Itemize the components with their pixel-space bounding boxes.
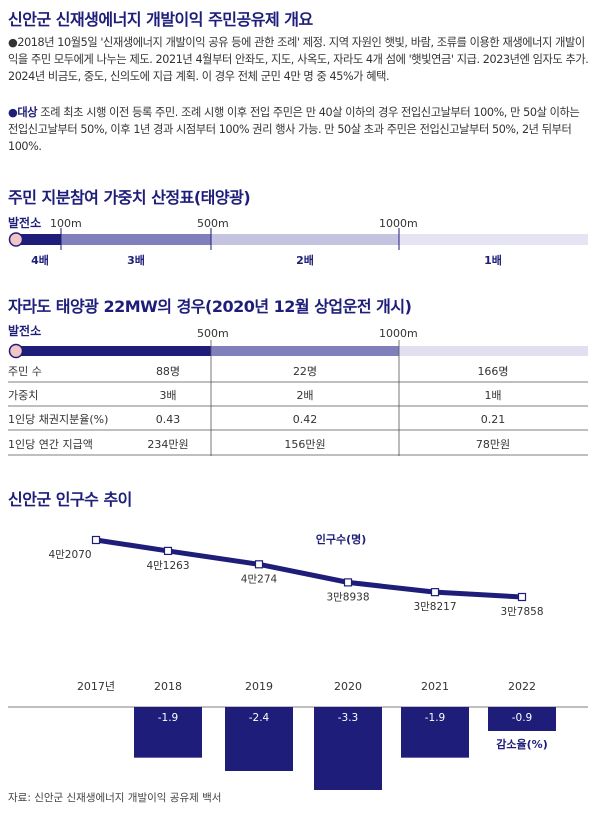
decrease-bar-2020 [314,707,382,790]
row-label-weight: 가중치 [8,389,38,402]
decrease-series-label: 감소율(%) [496,737,547,751]
population-value-2022: 3만7858 [500,606,543,618]
population-point-2021 [430,588,440,597]
case-origin-label: 발전소 [8,323,41,338]
case-segment-far [399,346,588,356]
segment-4x [16,234,61,245]
segment-label-4x: 4배 [31,253,49,267]
decrease-value-2020: -3.3 [338,712,359,724]
cell-weight-far: 1배 [484,389,501,402]
distance-label-1000m: 1000m [379,217,418,230]
distance-label-100m: 100m [50,217,82,230]
case-table: 발전소 500m 1000m 주민 수 88명 22명 166명 가중치 3배 … [8,323,588,456]
cell-pay-mid: 156만원 [284,438,325,451]
population-value-2018: 4만1263 [146,560,189,572]
target-text: 조례 최초 시행 이전 등록 주민. 조례 시행 이후 전입 주민은 만 40살… [8,106,580,153]
weights-heading: 주민 지분참여 가중치 산정표(태양광) [8,188,251,207]
target-paragraph: ●대상 조례 최초 시행 이전 등록 주민. 조례 시행 이후 전입 주민은 만… [8,104,592,155]
cell-residents-near: 88명 [156,365,180,378]
population-line [95,537,523,600]
segment-label-3x: 3배 [127,253,145,267]
target-label: ●대상 [8,106,38,119]
decrease-bar-2019 [225,707,293,771]
population-heading: 신안군 인구수 추이 [8,490,132,509]
decrease-bar-2018 [134,707,202,758]
population-point-2018 [163,546,173,556]
decrease-value-2022: -0.9 [512,712,533,724]
decrease-bar-2022 [488,707,556,731]
row-label-annual-pay: 1인당 연간 지급액 [8,438,93,451]
case-power-plant-marker [8,343,24,359]
power-plant-marker [8,232,24,247]
decrease-value-2018: -1.9 [158,712,179,724]
case-distance-500m: 500m [197,327,229,340]
segment-3x [61,234,211,245]
case-segment-near [16,346,211,356]
intro-paragraph: ●2018년 10월5일 '신재생에너지 개발이익 공유 등에 관한 조례' 제… [8,36,589,83]
segment-1x [399,234,588,245]
year-label-2022: 2022 [508,680,536,693]
population-value-2021: 3만8217 [413,601,456,613]
weights-origin-label: 발전소 [8,215,41,230]
decrease-bar-2021 [401,707,469,758]
year-label-2018: 2018 [154,680,182,693]
decrease-value-2021: -1.9 [425,712,446,724]
year-label-2020: 2020 [334,680,362,693]
source-note: 자료: 신안군 신재생에너지 개발이익 공유제 백서 [8,792,222,804]
population-point-2017년 [91,535,101,545]
page-title: 신안군 신재생에너지 개발이익 주민공유제 개요 [8,10,313,29]
cell-bond-mid: 0.42 [293,413,318,426]
year-label-2019: 2019 [245,680,273,693]
population-point-2019 [254,560,264,569]
row-label-bond-share: 1인당 채권지분율(%) [8,413,108,426]
decrease-value-2019: -2.4 [249,712,270,724]
cell-residents-mid: 22명 [293,365,317,378]
population-value-2020: 3만8938 [326,591,369,603]
segment-2x [211,234,399,245]
population-chart: 4만2070 4만1263 4만274 3만8938 3만8217 3만7858 인구수(명… [8,532,588,790]
segment-label-1x: 1배 [484,253,502,267]
case-heading: 자라도 태양광 22MW의 경우(2020년 12월 상업운전 개시) [8,297,412,316]
year-label-2021: 2021 [421,680,449,693]
row-label-residents: 주민 수 [8,365,42,378]
population-point-2020 [343,578,353,587]
cell-pay-near: 234만원 [147,438,188,451]
case-segment-mid [211,346,399,356]
weights-diagram: 발전소 100m 500m 1000m 4배 3배 2배 1배 [8,215,588,267]
cell-weight-near: 3배 [159,389,176,402]
population-value-2017년: 4만2070 [48,549,91,561]
case-distance-1000m: 1000m [379,327,418,340]
population-point-2022 [517,592,527,602]
population-series-label: 인구수(명) [316,532,367,546]
cell-bond-far: 0.21 [481,413,506,426]
cell-pay-far: 78만원 [476,438,510,451]
population-value-2019: 4만274 [241,573,278,585]
year-label-2017년: 2017년 [77,680,115,693]
distance-label-500m: 500m [197,217,229,230]
segment-label-2x: 2배 [296,253,314,267]
cell-residents-far: 166명 [477,365,508,378]
cell-weight-mid: 2배 [296,389,313,402]
cell-bond-near: 0.43 [156,413,181,426]
